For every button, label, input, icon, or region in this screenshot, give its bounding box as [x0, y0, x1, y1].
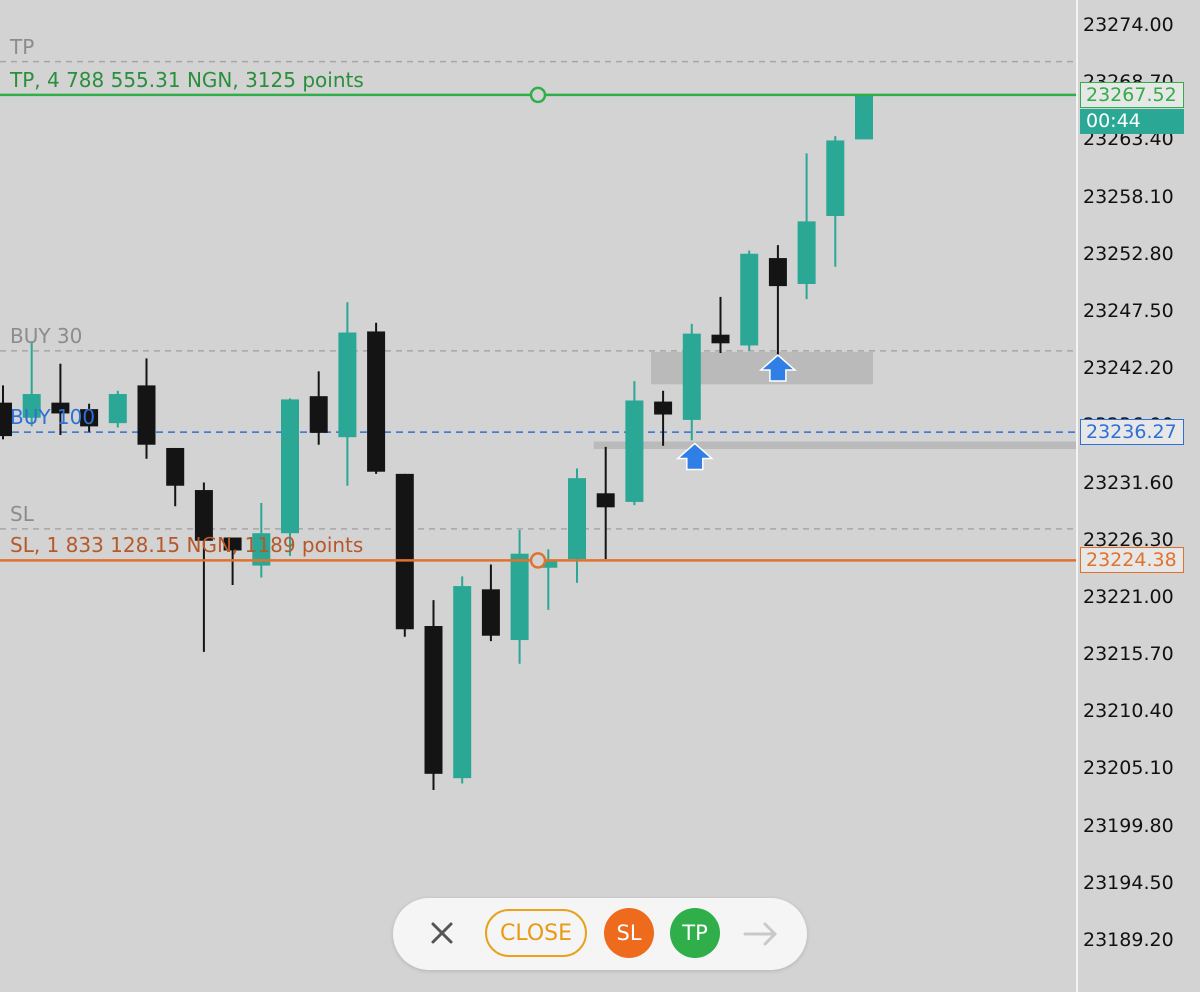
- price-axis-label: 23194.50: [1083, 871, 1174, 894]
- candle-body: [281, 399, 299, 534]
- trade-toolbar: CLOSE SL TP: [393, 898, 807, 970]
- price-axis-label: 23252.80: [1083, 242, 1174, 265]
- close-position-button[interactable]: CLOSE: [485, 909, 587, 957]
- candle-body: [22, 394, 41, 418]
- candle-body: [424, 626, 443, 774]
- price-axis-label: 23199.80: [1083, 814, 1174, 837]
- close-icon[interactable]: [427, 918, 457, 948]
- candle-body: [481, 589, 500, 636]
- sl-pending-label: SL: [10, 501, 34, 526]
- candle-body: [711, 334, 730, 344]
- candle-body: [855, 95, 873, 140]
- candle-body: [596, 493, 615, 508]
- candle-body: [252, 533, 271, 566]
- candle-body: [338, 332, 357, 438]
- price-axis-label: 23205.10: [1083, 757, 1174, 780]
- buy-price-tag: 23236.27: [1080, 419, 1184, 446]
- candle-body: [826, 140, 845, 216]
- buy-30-label: BUY 30: [10, 323, 83, 348]
- candle-body: [539, 561, 558, 568]
- candle-body: [797, 221, 816, 284]
- candle-body: [768, 258, 787, 287]
- sl-drag-handle: [529, 552, 547, 569]
- candle-body: [51, 402, 70, 414]
- sl-price-tag: 23224.38: [1080, 547, 1184, 574]
- buy-arrow-icon: [758, 354, 797, 382]
- candle-timer: 00:44: [1080, 109, 1184, 134]
- candle-body: [740, 253, 759, 346]
- candle-body: [654, 401, 673, 415]
- candle-body: [223, 537, 242, 551]
- sl-line-label[interactable]: SL, 1 833 128.15 NGN, 1189 points: [10, 533, 364, 558]
- price-axis-label: 23258.10: [1083, 185, 1174, 208]
- sl-button[interactable]: SL: [604, 908, 654, 958]
- candle-body: [510, 553, 529, 641]
- price-axis-label: 23242.20: [1083, 357, 1174, 380]
- candle-body: [194, 490, 213, 541]
- order-zone-1: [593, 441, 1076, 450]
- price-axis-label: 23226.30: [1083, 528, 1174, 551]
- arrow-right-icon[interactable]: [741, 918, 781, 950]
- tp-line-label[interactable]: TP, 4 788 555.31 NGN, 3125 points: [10, 67, 364, 92]
- tp-drag-handle: [529, 86, 547, 104]
- price-axis-label: 23210.40: [1083, 700, 1174, 723]
- candle-body: [395, 473, 414, 630]
- tp-button[interactable]: TP: [670, 908, 720, 958]
- price-axis-label: 23215.70: [1083, 643, 1174, 666]
- candle-body: [166, 447, 185, 486]
- price-axis-label: 23189.20: [1083, 929, 1174, 951]
- candle-body: [453, 586, 472, 779]
- candle-body: [0, 402, 12, 437]
- candle-body: [367, 331, 386, 472]
- candle-body: [309, 396, 328, 433]
- candle-body: [682, 333, 701, 420]
- buy-arrow-icon: [675, 442, 714, 471]
- candle-body: [80, 409, 99, 427]
- buy-100-label[interactable]: BUY 100: [10, 405, 96, 430]
- candle-body: [568, 478, 586, 560]
- price-axis-label: 23274.00: [1083, 14, 1174, 36]
- price-axis-label: 23247.50: [1083, 299, 1174, 322]
- candle-body: [137, 385, 156, 445]
- tp-price-tag: 23267.52: [1080, 81, 1184, 108]
- candle-body: [625, 400, 644, 502]
- tp-pending-label: TP: [10, 34, 35, 59]
- candle-body: [108, 394, 127, 424]
- price-axis-label: 23231.60: [1083, 471, 1174, 494]
- price-axis-label: 23221.00: [1083, 585, 1174, 608]
